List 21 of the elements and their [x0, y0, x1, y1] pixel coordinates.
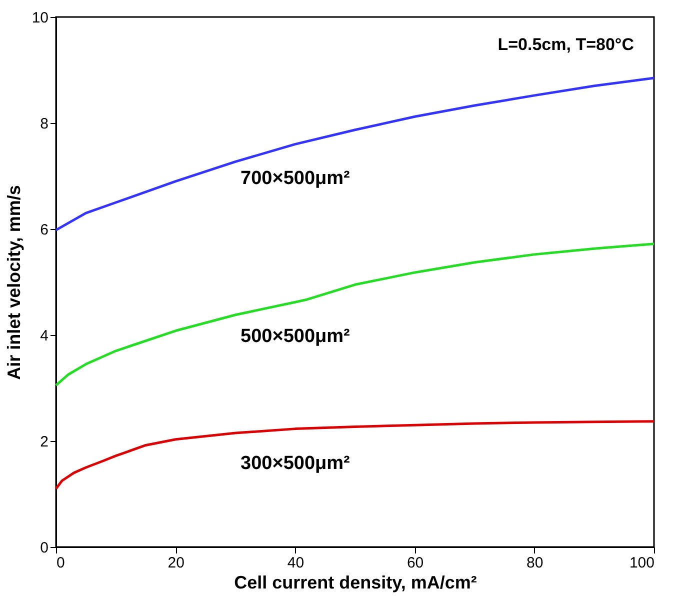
y-tick-label: 2 [40, 434, 48, 450]
y-tick-label: 6 [40, 222, 48, 238]
x-axis-title: Cell current density, mA/cm² [234, 572, 477, 592]
series-label: 700×500μm² [240, 168, 350, 190]
x-tick-label: 20 [168, 554, 184, 572]
y-tick-label: 8 [40, 116, 48, 132]
line-series [54, 242, 656, 387]
x-tick-label: 0 [56, 554, 65, 572]
x-tick-label: 100 [629, 554, 654, 572]
series-label: 500×500μm² [240, 326, 350, 348]
y-tick-label: 10 [32, 10, 48, 26]
line-series [54, 76, 656, 232]
x-tick-label: 60 [406, 554, 424, 572]
x-tick-label: 80 [526, 554, 544, 572]
y-tick-label: 4 [40, 328, 48, 344]
annotation: L=0.5cm, T=80°C [498, 35, 634, 54]
line-series [54, 420, 656, 490]
x-tick-label: 40 [287, 554, 304, 572]
series-label: 300×500μm² [240, 452, 350, 474]
y-axis-title: Air inlet velocity, mm/s [4, 185, 24, 380]
y-tick-label: 0 [40, 540, 48, 556]
